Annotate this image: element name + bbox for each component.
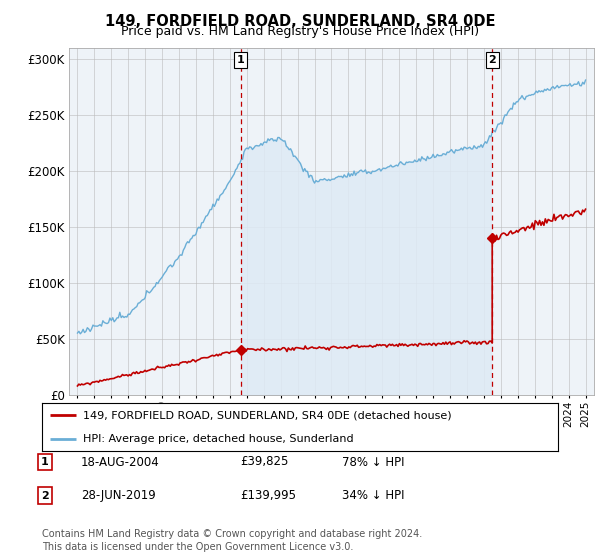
Text: £139,995: £139,995: [240, 489, 296, 502]
Text: 28-JUN-2019: 28-JUN-2019: [81, 489, 156, 502]
Text: 18-AUG-2004: 18-AUG-2004: [81, 455, 160, 469]
Text: 149, FORDFIELD ROAD, SUNDERLAND, SR4 0DE: 149, FORDFIELD ROAD, SUNDERLAND, SR4 0DE: [105, 14, 495, 29]
Text: 34% ↓ HPI: 34% ↓ HPI: [342, 489, 404, 502]
Text: 78% ↓ HPI: 78% ↓ HPI: [342, 455, 404, 469]
Text: 149, FORDFIELD ROAD, SUNDERLAND, SR4 0DE (detached house): 149, FORDFIELD ROAD, SUNDERLAND, SR4 0DE…: [83, 410, 452, 420]
Text: Price paid vs. HM Land Registry's House Price Index (HPI): Price paid vs. HM Land Registry's House …: [121, 25, 479, 38]
Text: 1: 1: [236, 55, 244, 65]
Text: Contains HM Land Registry data © Crown copyright and database right 2024.
This d: Contains HM Land Registry data © Crown c…: [42, 529, 422, 552]
Text: £39,825: £39,825: [240, 455, 289, 469]
Text: 2: 2: [41, 491, 49, 501]
Text: 1: 1: [41, 457, 49, 467]
Text: HPI: Average price, detached house, Sunderland: HPI: Average price, detached house, Sund…: [83, 434, 354, 444]
Text: 2: 2: [488, 55, 496, 65]
